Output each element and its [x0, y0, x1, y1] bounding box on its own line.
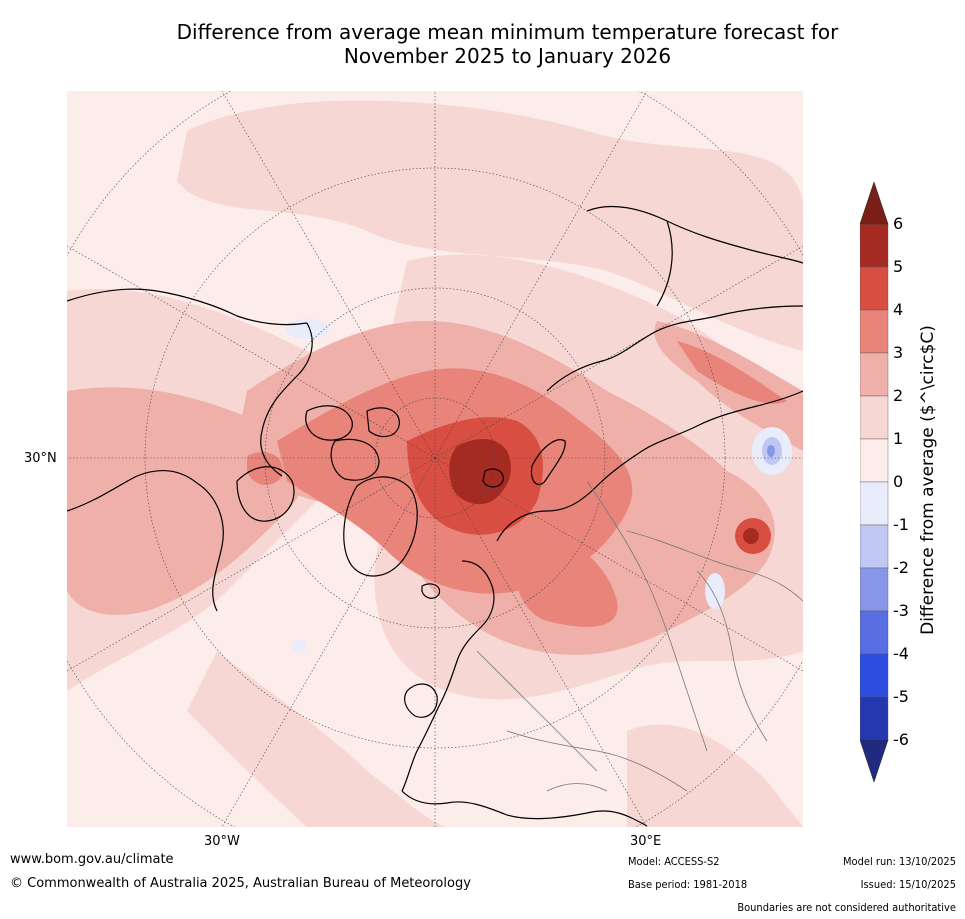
colorbar-tick-label: 0	[893, 472, 904, 491]
colorbar-tick-label: -5	[893, 687, 909, 706]
colorbar-level-4	[860, 395, 889, 440]
colorbar-level-5	[860, 438, 889, 483]
colorbar-level-2	[860, 309, 889, 354]
colorbar-tick-label: 3	[893, 343, 904, 362]
title-line-2: November 2025 to January 2026	[343, 44, 672, 68]
colorbar-level-1	[860, 266, 889, 311]
colorbar-tick-label: -2	[893, 558, 909, 577]
title-line-1: Difference from average mean minimum tem…	[176, 20, 839, 44]
colorbar-tick-label: 4	[893, 300, 904, 319]
colorbar-levels	[860, 223, 889, 741]
lon-label-30e: 30°E	[630, 834, 662, 849]
lon-label-30w: 30°W	[204, 834, 240, 849]
colorbar-level-6	[860, 481, 889, 526]
colorbar-tick-label: -3	[893, 601, 909, 620]
model-text: Model: ACCESS-S2	[628, 855, 720, 868]
lat-label-30n: 30°N	[24, 451, 57, 466]
forecast-map[interactable]	[67, 91, 803, 827]
colorbar-level-0	[860, 223, 889, 268]
model-run-text: Model run: 13/10/2025	[843, 855, 956, 868]
base-period-text: Base period: 1981-2018	[628, 878, 748, 891]
colorbar-tick-label: -1	[893, 515, 909, 534]
colorbar-tick-label: 5	[893, 257, 904, 276]
disclaimer-text: Boundaries are not considered authoritat…	[737, 901, 956, 914]
website-link[interactable]: www.bom.gov.au/climate	[10, 852, 174, 867]
colorbar	[860, 182, 889, 782]
graticule	[67, 91, 803, 827]
colorbar-level-7	[860, 524, 889, 569]
copyright-text: © Commonwealth of Australia 2025, Austra…	[10, 876, 471, 891]
colorbar-tick-label: 6	[893, 214, 904, 233]
colorbar-tick-label: 2	[893, 386, 904, 405]
colorbar-level-3	[860, 352, 889, 397]
colorbar-tick-label: -6	[893, 730, 909, 749]
colorbar-level-11	[860, 696, 889, 741]
country-boundaries	[476, 480, 803, 792]
coastlines	[67, 205, 803, 827]
colorbar-level-10	[860, 653, 889, 698]
anomaly-negative-regions	[285, 319, 792, 652]
colorbar-tick-label: -4	[893, 644, 909, 663]
colorbar-title-text: Difference from average ($^\circ$C)	[918, 325, 938, 635]
issued-text: Issued: 15/10/2025	[860, 878, 956, 891]
colorbar-level-8	[860, 567, 889, 612]
map-svg	[67, 91, 803, 827]
colorbar-over-triangle	[860, 182, 889, 225]
chart-title: Difference from average mean minimum tem…	[0, 20, 965, 68]
anomaly-5-6-regions	[449, 439, 759, 544]
colorbar-under-triangle	[860, 739, 889, 782]
colorbar-level-9	[860, 610, 889, 655]
colorbar-tick-label: 1	[893, 429, 904, 448]
